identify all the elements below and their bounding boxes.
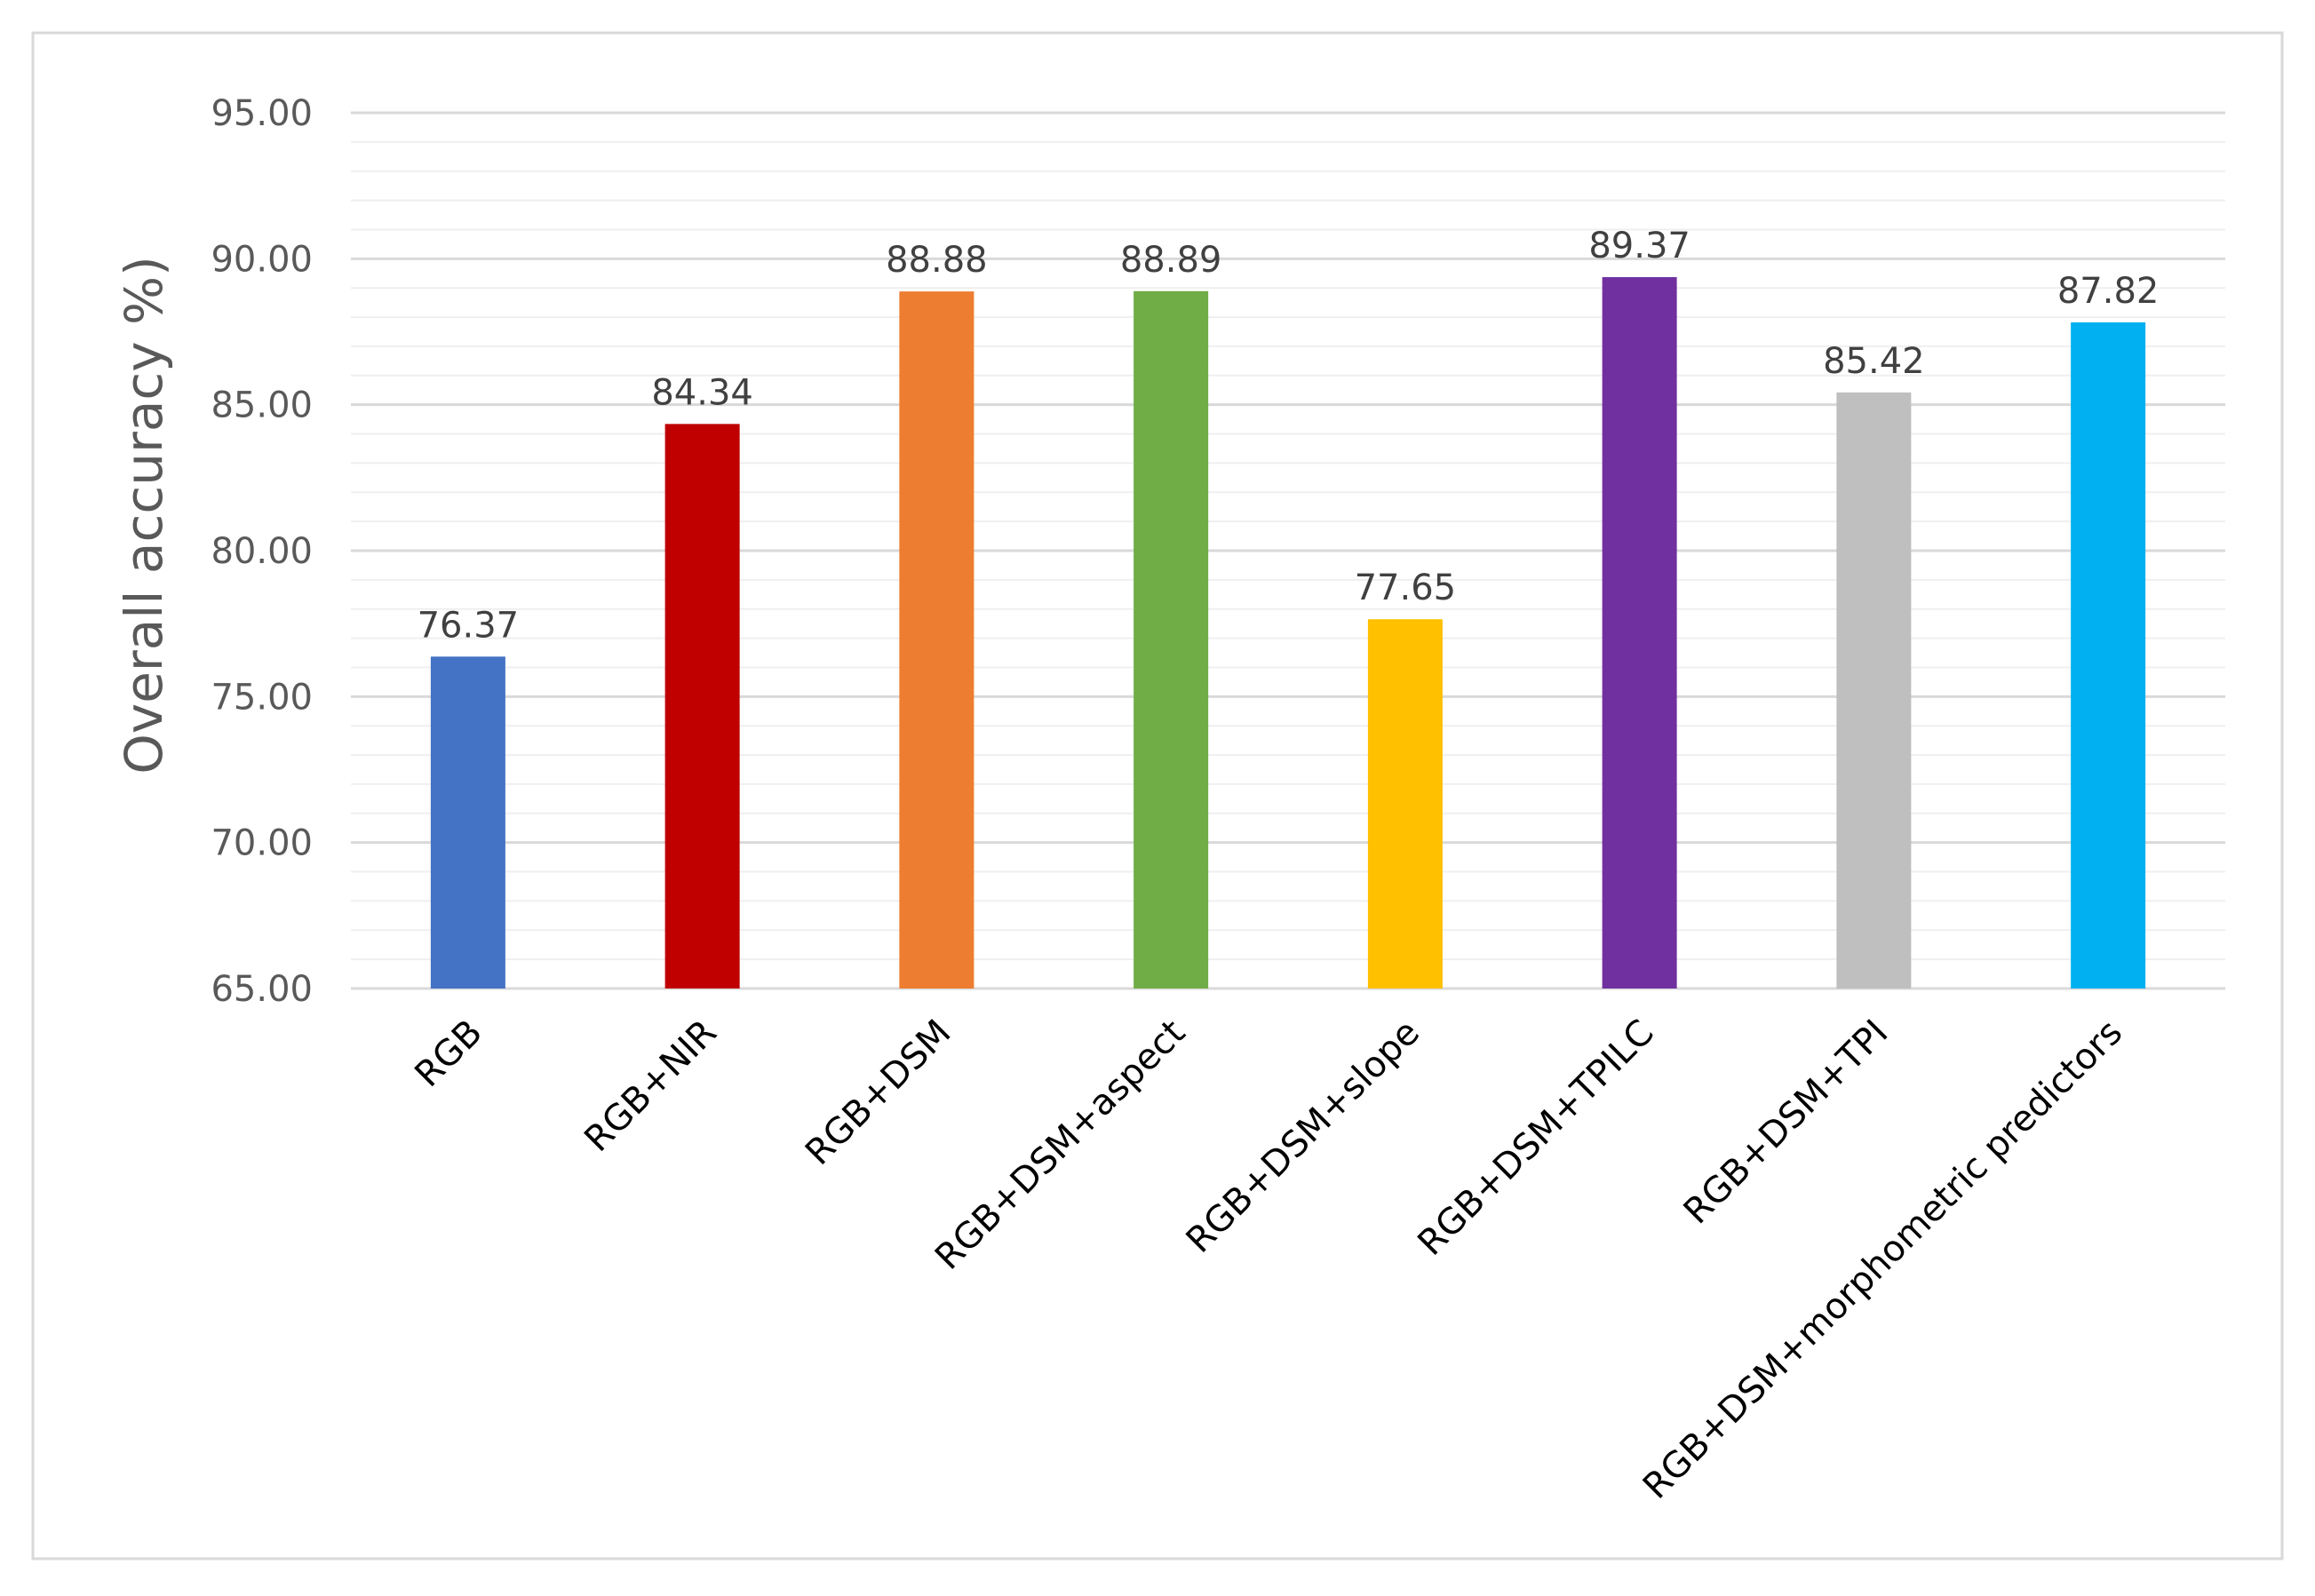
bar xyxy=(1602,277,1677,989)
y-axis-tick-labels: 65.00 70.00 75.00 80.00 85.00 90.00 95.00 xyxy=(211,93,313,1010)
y-tick-label: 85.00 xyxy=(211,385,313,426)
bar xyxy=(1836,392,1912,989)
y-tick-label: 90.00 xyxy=(211,239,313,280)
data-label: 88.88 xyxy=(886,240,988,281)
y-tick-label: 80.00 xyxy=(211,531,313,572)
bar xyxy=(1367,619,1443,989)
minor-gridlines xyxy=(351,140,2225,961)
data-label: 89.37 xyxy=(1588,226,1691,266)
y-tick-label: 75.00 xyxy=(211,677,313,718)
data-label: 88.89 xyxy=(1120,240,1222,281)
major-gridlines xyxy=(351,111,2225,990)
y-tick-label: 70.00 xyxy=(211,823,313,864)
data-labels: 76.37 84.34 88.88 88.89 77.65 89.37 85.42 87.82 xyxy=(418,226,2160,646)
bars xyxy=(430,277,2146,989)
y-tick-label: 65.00 xyxy=(211,969,313,1010)
data-label: 76.37 xyxy=(418,605,520,646)
data-label: 84.34 xyxy=(651,372,753,413)
bar xyxy=(1134,290,1209,989)
bar xyxy=(899,291,975,989)
data-label: 85.42 xyxy=(1823,341,1925,382)
bar xyxy=(664,424,740,989)
bar xyxy=(2071,322,2146,989)
bar xyxy=(430,656,505,989)
y-axis-label: Overall accuracy %) xyxy=(114,256,174,774)
data-label: 77.65 xyxy=(1355,568,1457,608)
y-tick-label: 95.00 xyxy=(211,93,313,134)
data-label: 87.82 xyxy=(2057,271,2160,312)
